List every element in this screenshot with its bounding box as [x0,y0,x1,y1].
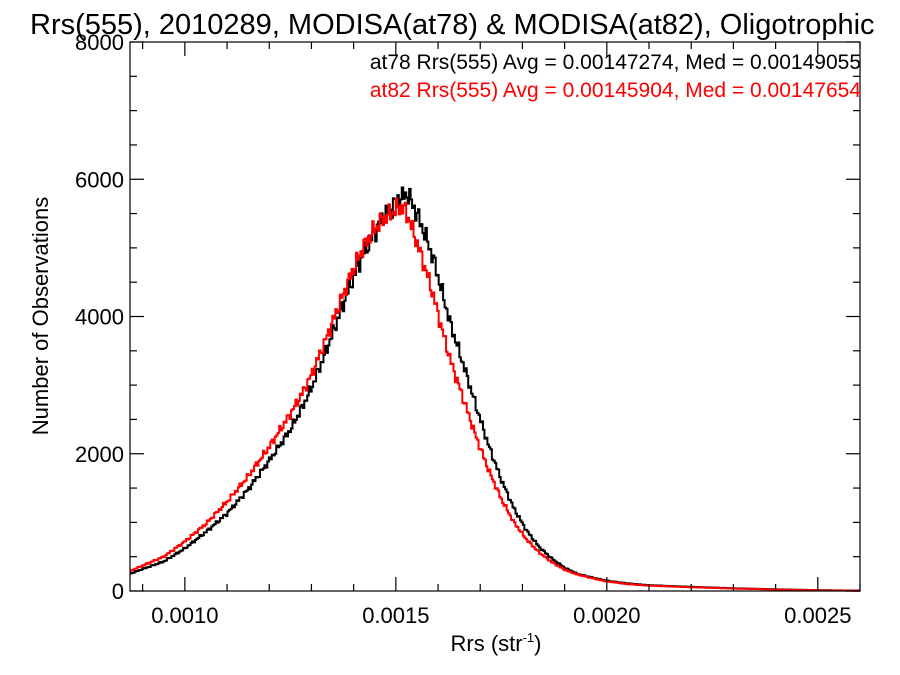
x-tick-label: 0.0020 [573,603,640,628]
legend: at78 Rrs(555) Avg = 0.00147274, Med = 0.… [370,51,861,102]
y-tick-label: 6000 [75,167,124,192]
x-axis-title-main: Rrs (str [451,631,523,656]
x-tick-label: 0.0025 [784,603,851,628]
series-at78-line [130,186,861,592]
y-tick-label: 0 [112,579,124,604]
y-axis-title: Number of Observations [28,197,53,435]
series-at82-line [130,197,860,592]
chart-title: Rrs(555), 2010289, MODISA(at78) & MODISA… [30,9,875,41]
x-axis-title-sup: -1 [523,630,535,645]
x-tick-label: 0.0010 [151,603,218,628]
legend-entry-at82: at82 Rrs(555) Avg = 0.00145904, Med = 0.… [370,79,861,102]
x-axis-title-close: ) [534,631,541,656]
y-tick-label: 8000 [75,30,124,55]
y-axis-title-group: Number of Observations [28,197,53,435]
series-layer [130,186,861,592]
plot-frame [129,41,861,592]
legend-entry-at78: at78 Rrs(555) Avg = 0.00147274, Med = 0.… [370,51,861,74]
x-axis-title: Rrs (str-1) [451,630,542,656]
x-tick-label: 0.0015 [362,603,429,628]
y-tick-label: 2000 [75,442,124,467]
ticks-layer: 0.0010 0.0015 0.0020 0.0025 0 2000 4000 6000 800… [75,30,861,628]
y-tick-label: 4000 [75,305,124,330]
